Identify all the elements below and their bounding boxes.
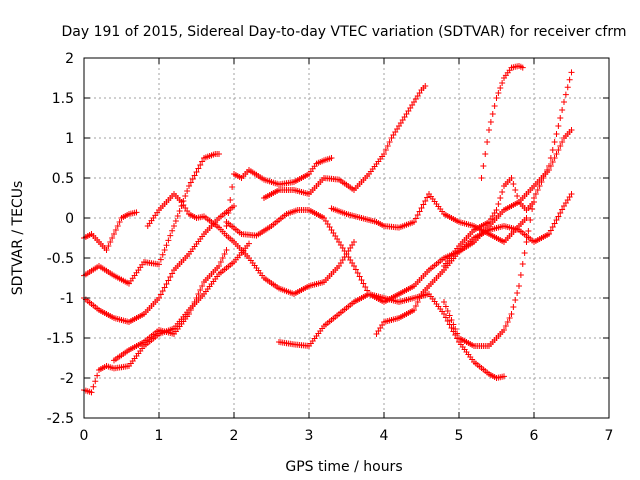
- data-series: [81, 63, 575, 396]
- series-s9: [261, 135, 395, 201]
- x-tick-label: 1: [155, 428, 164, 444]
- series-s11: [276, 127, 575, 349]
- y-tick-label: 1.5: [52, 91, 74, 107]
- x-tick-label: 2: [230, 428, 239, 444]
- series-markers: [223, 155, 335, 229]
- series-markers: [144, 191, 357, 297]
- series-s15: [441, 69, 575, 349]
- series-markers: [261, 135, 395, 201]
- y-tick-label: -1: [60, 291, 74, 307]
- y-tick-label: 2: [65, 51, 74, 67]
- series-s6: [144, 191, 357, 297]
- x-tick-label: 3: [305, 428, 314, 444]
- y-tick-label: -2.5: [47, 411, 74, 427]
- y-tick-label: -2: [60, 371, 74, 387]
- x-tick-label: 6: [530, 428, 539, 444]
- x-tick-label: 0: [80, 428, 89, 444]
- grid: [84, 58, 609, 418]
- y-tick-label: 1: [65, 131, 74, 147]
- series-s16: [478, 63, 526, 181]
- y-axis-label: SDTVAR / TECUs: [10, 181, 26, 296]
- series-s5: [111, 247, 230, 364]
- series-s14: [441, 175, 537, 269]
- y-tick-label: 0: [65, 211, 74, 227]
- x-tick-label: 7: [605, 428, 614, 444]
- series-markers: [388, 83, 429, 141]
- series-s7: [223, 155, 335, 229]
- x-axis-label: GPS time / hours: [285, 459, 402, 475]
- y-tick-label: -0.5: [47, 251, 74, 267]
- series-markers: [276, 127, 575, 349]
- y-tick-label: 0.5: [52, 171, 74, 187]
- x-tick-label: 5: [455, 428, 464, 444]
- chart-title: Day 191 of 2015, Sidereal Day-to-day VTE…: [62, 24, 627, 40]
- series-s10: [388, 83, 429, 141]
- y-tick-label: -1.5: [47, 331, 74, 347]
- series-markers: [441, 175, 537, 269]
- series-s13: [373, 191, 575, 337]
- plot-frame: [83, 57, 610, 419]
- series-markers: [441, 69, 575, 349]
- x-tick-label: 4: [380, 428, 389, 444]
- series-markers: [478, 63, 526, 181]
- series-markers: [373, 191, 575, 337]
- series-markers: [111, 247, 230, 364]
- ticks: 0 1 2 3 4 5 6 7 -2.5 -2 -1.5 -1 -0.5 0 0.5 1 1.5 2: [47, 51, 614, 444]
